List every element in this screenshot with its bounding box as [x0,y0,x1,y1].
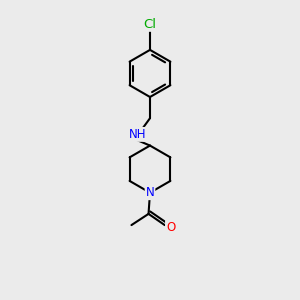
Text: Cl: Cl [143,18,157,31]
Text: NH: NH [129,128,146,141]
Text: O: O [166,221,175,234]
Text: N: N [146,186,154,199]
